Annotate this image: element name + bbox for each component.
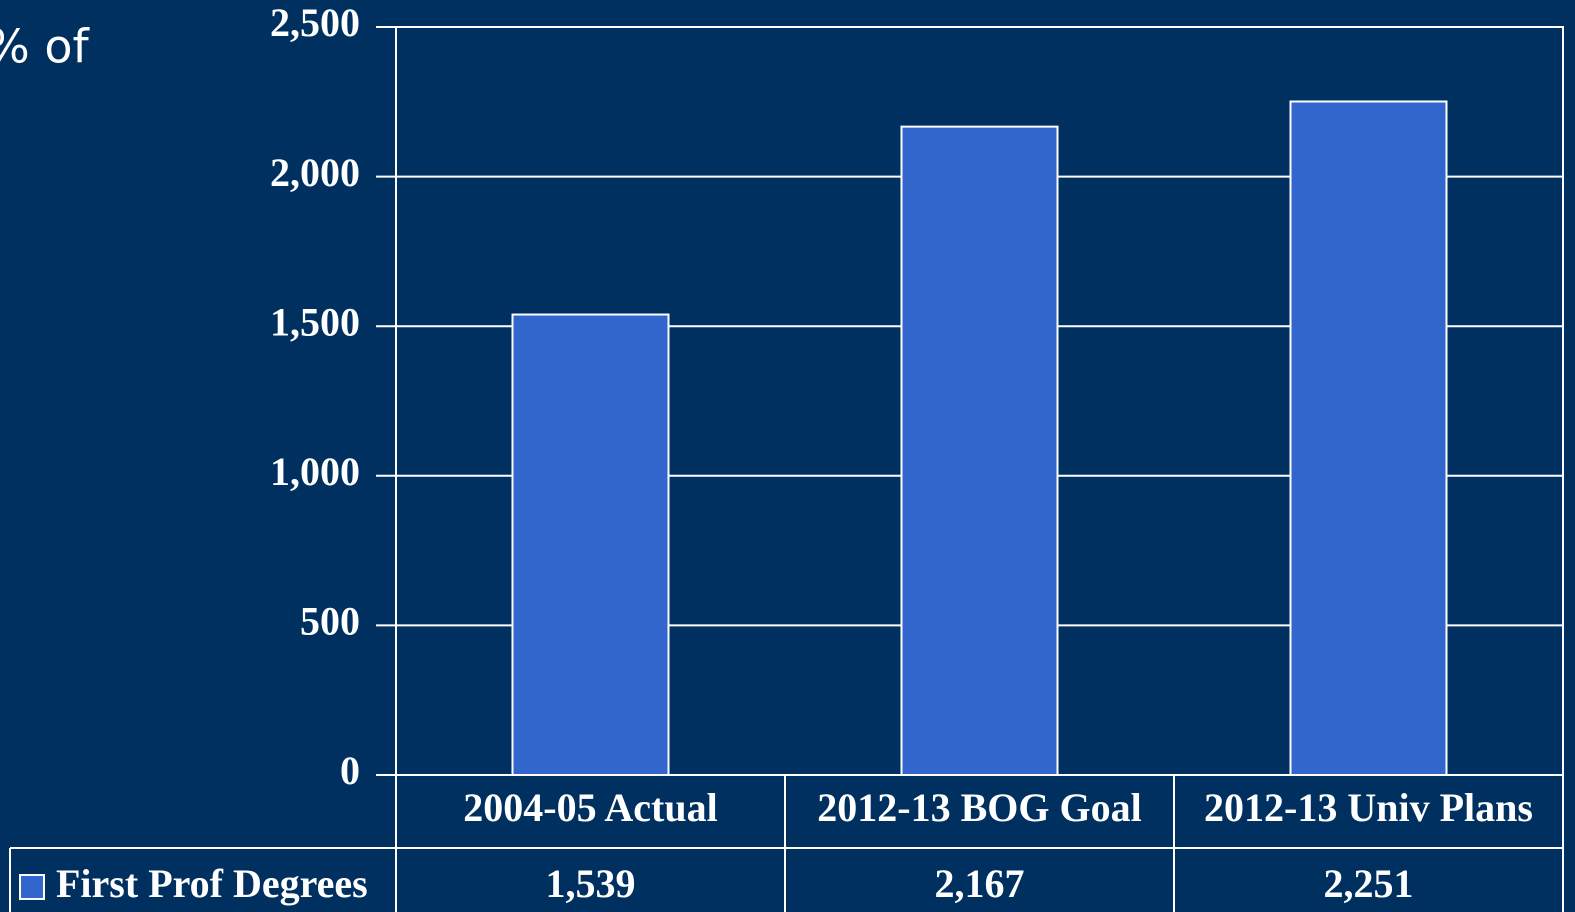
bar <box>511 313 670 776</box>
y-tick-label: 1,000 <box>270 449 360 494</box>
y-tick-label: 500 <box>300 599 360 644</box>
x-tick-label: 2004-05 Actual <box>463 785 717 830</box>
legend-swatch <box>19 874 45 900</box>
table-value: 1,539 <box>546 861 636 906</box>
x-tick-label: 2012-13 Univ Plans <box>1204 785 1533 830</box>
table-value: 2,251 <box>1324 861 1414 906</box>
y-tick-label: 2,500 <box>270 0 360 45</box>
legend-label: First Prof Degrees <box>56 861 368 906</box>
bar <box>900 125 1059 776</box>
x-tick-label: 2012-13 BOG Goal <box>817 785 1141 830</box>
y-tick-label: 0 <box>340 748 360 793</box>
y-tick-label: 1,500 <box>270 299 360 344</box>
bar <box>1289 100 1448 777</box>
table-value: 2,167 <box>935 861 1025 906</box>
y-tick-label: 2,000 <box>270 150 360 195</box>
fragment-text: % of <box>0 20 90 74</box>
